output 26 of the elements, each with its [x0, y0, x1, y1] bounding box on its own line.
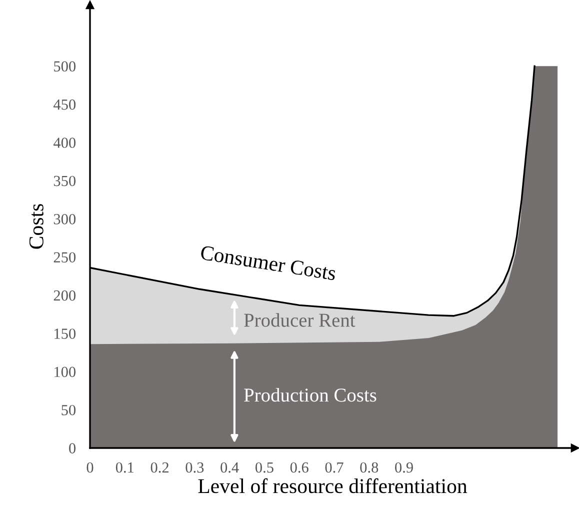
- x-tick-label: 0.7: [325, 462, 344, 473]
- y-tick-label: 300: [54, 214, 76, 224]
- annotation: Production Costs: [244, 388, 376, 402]
- y-tick-label: 50: [62, 404, 76, 416]
- y-tick-label: 250: [54, 252, 76, 263]
- y-tick-label: 350: [54, 176, 76, 186]
- y-tick-label: 400: [53, 138, 76, 148]
- x-tick-label: 0.8: [360, 462, 378, 473]
- y-tick-label: 200: [54, 290, 76, 301]
- x-axis-title: Level of resource differentiation: [198, 478, 468, 494]
- y-tick-label: 450: [53, 99, 76, 110]
- annotation: Consumer Costs: [200, 245, 336, 280]
- x-tick-label: 0.9: [395, 462, 413, 473]
- x-tick-label: 0.3: [186, 462, 204, 473]
- x-tick-label: 0.4: [220, 462, 239, 473]
- x-tick-label: 0: [86, 462, 94, 473]
- x-tick-label: 0.6: [290, 462, 308, 473]
- y-axis-title: Costs: [29, 204, 44, 249]
- y-tick-label: 100: [54, 366, 76, 378]
- y-tick-label: 500: [54, 61, 76, 72]
- x-tick-label: 0.5: [255, 462, 274, 473]
- annotation: Producer Rent: [244, 313, 356, 327]
- x-tick-label: 0.1: [116, 462, 134, 473]
- y-tick-label: 150: [54, 328, 76, 339]
- y-tick-label: 0: [69, 443, 76, 454]
- x-tick-label: 0.2: [150, 462, 168, 473]
